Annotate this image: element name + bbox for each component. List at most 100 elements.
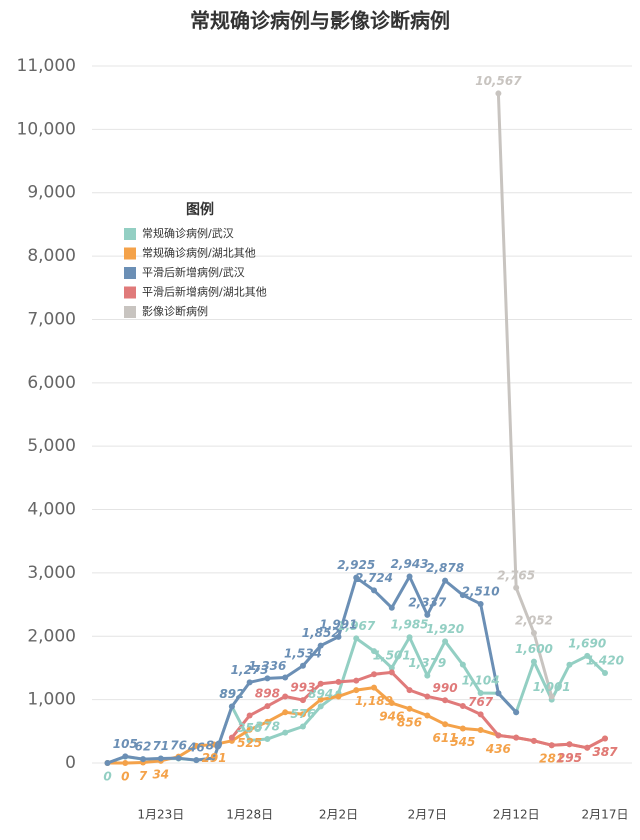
point — [442, 697, 449, 704]
x-tick-label: 2月12日 — [493, 808, 540, 822]
point — [530, 658, 537, 665]
point — [442, 721, 449, 728]
point — [282, 674, 289, 681]
value-label: 295 — [557, 751, 582, 765]
value-label: 387 — [592, 745, 618, 759]
value-label: 0 — [103, 770, 111, 784]
point — [193, 757, 200, 764]
point — [122, 760, 129, 766]
value-label: 1,189 — [355, 694, 393, 708]
point — [246, 737, 253, 744]
point — [424, 693, 431, 700]
point — [424, 672, 431, 679]
point — [602, 670, 608, 677]
point — [299, 697, 306, 704]
point — [317, 703, 324, 710]
value-label: 281 — [539, 752, 564, 766]
point — [264, 718, 271, 725]
point — [246, 712, 253, 719]
value-label: 892 — [219, 687, 244, 701]
y-tick-label: 6,000 — [27, 373, 76, 393]
value-label: 378 — [255, 720, 280, 734]
x-tick-label: 2月2日 — [319, 808, 358, 822]
value-label: 80 — [206, 738, 223, 752]
legend-title: 图例 — [186, 201, 214, 218]
value-label: 34 — [152, 767, 169, 781]
point — [371, 587, 378, 594]
value-label: 1,985 — [391, 618, 429, 632]
value-label: 62 — [135, 740, 152, 754]
series-line — [230, 670, 606, 750]
legend-label: 平滑后新增病例/武汉 — [142, 265, 245, 279]
value-label: 387 — [592, 745, 618, 759]
point — [513, 734, 520, 741]
point — [264, 736, 271, 743]
y-tick-label: 3,000 — [27, 563, 76, 583]
value-label: 2,724 — [355, 571, 393, 585]
point — [335, 693, 342, 700]
point — [211, 741, 218, 748]
value-label: 0 — [121, 770, 129, 784]
point — [602, 735, 608, 742]
legend-swatch — [124, 286, 136, 299]
value-label: 105 — [113, 737, 138, 751]
value-label: 1,501 — [373, 648, 411, 662]
value-label: 1,001 — [533, 680, 571, 694]
value-label: 436 — [485, 742, 511, 756]
point — [459, 725, 466, 732]
value-label: 1,967 — [337, 619, 376, 633]
value-label: 856 — [397, 715, 422, 729]
value-label: 7 — [139, 769, 148, 783]
point — [104, 760, 111, 766]
value-label: 1,852 — [302, 626, 340, 640]
value-label: 1,104 — [462, 674, 500, 688]
point — [442, 638, 449, 645]
y-tick-label: 11,000 — [17, 56, 76, 76]
point — [299, 662, 306, 669]
point — [282, 693, 289, 700]
point — [424, 611, 431, 618]
value-label: 946 — [379, 710, 404, 724]
legend-label: 影像诊断病例 — [142, 304, 208, 318]
point — [406, 687, 413, 694]
point — [371, 648, 378, 655]
point — [548, 693, 555, 700]
value-label: 1,920 — [426, 622, 464, 636]
value-label: 356 — [237, 721, 262, 735]
point — [264, 703, 271, 710]
point — [477, 727, 484, 734]
value-label: 1,420 — [586, 654, 624, 668]
value-label: 71 — [152, 739, 169, 753]
y-tick-label: 1,000 — [27, 690, 76, 710]
point — [566, 661, 573, 668]
value-label: 2,337 — [408, 595, 447, 609]
point — [530, 629, 537, 636]
point — [371, 684, 378, 691]
value-label: 2,510 — [462, 584, 500, 598]
y-tick-label: 7,000 — [27, 309, 76, 329]
point — [335, 633, 342, 640]
value-label: 295 — [557, 751, 582, 765]
point — [495, 90, 502, 97]
point — [459, 702, 466, 709]
chart-title: 常规确诊病例与影像诊断病例 — [190, 9, 450, 33]
point — [548, 742, 555, 749]
value-label: 767 — [468, 695, 494, 709]
point — [495, 732, 502, 739]
point — [193, 742, 200, 749]
point — [424, 712, 431, 719]
point — [157, 755, 164, 762]
point — [584, 652, 591, 659]
value-label: 894 — [308, 687, 333, 701]
value-label: 2,878 — [426, 561, 464, 575]
value-label: 993 — [290, 681, 315, 695]
point — [388, 669, 395, 676]
point — [228, 703, 235, 710]
value-label: 611 — [433, 731, 458, 745]
legend-swatch — [124, 306, 136, 318]
value-label: 892 — [219, 687, 244, 701]
y-tick-label: 0 — [65, 753, 76, 773]
y-tick-label: 5,000 — [27, 436, 76, 456]
value-label: 1,534 — [284, 646, 322, 660]
point — [406, 634, 413, 641]
